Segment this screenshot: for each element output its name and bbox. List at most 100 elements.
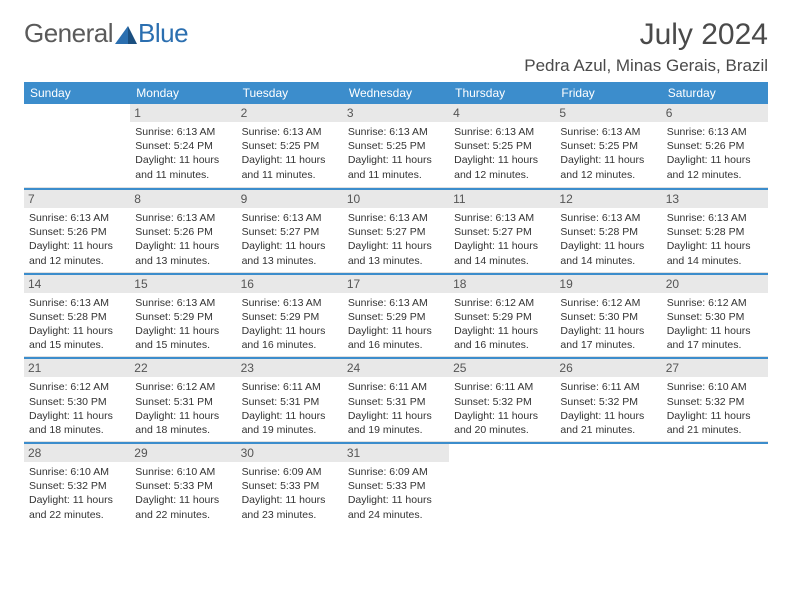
logo-text-blue: Blue bbox=[138, 18, 188, 49]
logo: General Blue bbox=[24, 18, 188, 49]
calendar-day-cell: 27 Sunrise: 6:10 AMSunset: 5:32 PMDayligh… bbox=[662, 357, 768, 442]
daylight-text: Daylight: 11 hours and 13 minutes. bbox=[348, 239, 444, 267]
day-info: Sunrise: 6:12 AMSunset: 5:30 PMDaylight:… bbox=[667, 296, 763, 353]
day-number: 18 bbox=[449, 275, 555, 293]
day-info: Sunrise: 6:13 AMSunset: 5:28 PMDaylight:… bbox=[560, 211, 656, 268]
calendar-day-cell: 20Sunrise: 6:12 AMSunset: 5:30 PMDayligh… bbox=[662, 273, 768, 358]
day-number: 23 bbox=[237, 359, 343, 377]
calendar-day-cell: 1Sunrise: 6:13 AMSunset: 5:24 PMDaylight… bbox=[130, 104, 236, 188]
sunrise-text: Sunrise: 6:11 AM bbox=[454, 380, 550, 394]
daylight-text: Daylight: 11 hours and 16 minutes. bbox=[242, 324, 338, 352]
sunset-text: Sunset: 5:28 PM bbox=[560, 225, 656, 239]
day-number: 27 bbox=[662, 359, 768, 377]
sunrise-text: Sunrise: 6:13 AM bbox=[454, 211, 550, 225]
day-number: 12 bbox=[555, 190, 661, 208]
daylight-text: Daylight: 11 hours and 22 minutes. bbox=[29, 493, 125, 521]
sunrise-text: Sunrise: 6:11 AM bbox=[348, 380, 444, 394]
day-info: Sunrise: 6:13 AMSunset: 5:27 PMDaylight:… bbox=[242, 211, 338, 268]
sunrise-text: Sunrise: 6:13 AM bbox=[348, 296, 444, 310]
daylight-text: Daylight: 11 hours and 20 minutes. bbox=[454, 409, 550, 437]
day-info: Sunrise: 6:13 AMSunset: 5:27 PMDaylight:… bbox=[454, 211, 550, 268]
sunrise-text: Sunrise: 6:13 AM bbox=[29, 211, 125, 225]
calendar-day-cell: 18Sunrise: 6:12 AMSunset: 5:29 PMDayligh… bbox=[449, 273, 555, 358]
day-info: Sunrise: 6:09 AMSunset: 5:33 PMDaylight:… bbox=[348, 465, 444, 522]
day-number: 9 bbox=[237, 190, 343, 208]
calendar-day-cell: 30Sunrise: 6:09 AMSunset: 5:33 PMDayligh… bbox=[237, 442, 343, 526]
day-info: Sunrise: 6:10 AMSunset: 5:33 PMDaylight:… bbox=[135, 465, 231, 522]
day-number: 25 bbox=[449, 359, 555, 377]
calendar-day-cell: 4 Sunrise: 6:13 AMSunset: 5:25 PMDaylight… bbox=[449, 104, 555, 188]
day-info: Sunrise: 6:13 AMSunset: 5:28 PMDaylight:… bbox=[667, 211, 763, 268]
daylight-text: Daylight: 11 hours and 15 minutes. bbox=[29, 324, 125, 352]
day-info: Sunrise: 6:11 AMSunset: 5:31 PMDaylight:… bbox=[348, 380, 444, 437]
sunrise-text: Sunrise: 6:12 AM bbox=[135, 380, 231, 394]
weekday-heading: Tuesday bbox=[237, 82, 343, 104]
sunset-text: Sunset: 5:25 PM bbox=[242, 139, 338, 153]
logo-text-general: General bbox=[24, 18, 113, 49]
daylight-text: Daylight: 11 hours and 17 minutes. bbox=[560, 324, 656, 352]
calendar-day-cell: 8Sunrise: 6:13 AMSunset: 5:26 PMDaylight… bbox=[130, 188, 236, 273]
day-info: Sunrise: 6:12 AMSunset: 5:30 PMDaylight:… bbox=[29, 380, 125, 437]
sunset-text: Sunset: 5:31 PM bbox=[242, 395, 338, 409]
calendar-day-cell: 26Sunrise: 6:11 AMSunset: 5:32 PMDayligh… bbox=[555, 357, 661, 442]
sunset-text: Sunset: 5:32 PM bbox=[29, 479, 125, 493]
sunset-text: Sunset: 5:33 PM bbox=[348, 479, 444, 493]
logo-triangle-icon bbox=[115, 20, 137, 51]
day-number: 3 bbox=[343, 104, 449, 122]
sunset-text: Sunset: 5:29 PM bbox=[242, 310, 338, 324]
calendar-day-cell bbox=[24, 104, 130, 188]
daylight-text: Daylight: 11 hours and 22 minutes. bbox=[135, 493, 231, 521]
day-number: 19 bbox=[555, 275, 661, 293]
calendar-day-cell: 5Sunrise: 6:13 AMSunset: 5:25 PMDaylight… bbox=[555, 104, 661, 188]
calendar-week-row: 14Sunrise: 6:13 AMSunset: 5:28 PMDayligh… bbox=[24, 273, 768, 358]
sunrise-text: Sunrise: 6:10 AM bbox=[29, 465, 125, 479]
weekday-heading: Sunday bbox=[24, 82, 130, 104]
day-info: Sunrise: 6:13 AMSunset: 5:29 PMDaylight:… bbox=[242, 296, 338, 353]
day-info: Sunrise: 6:13 AMSunset: 5:24 PMDaylight:… bbox=[135, 125, 231, 182]
day-info: Sunrise: 6:11 AMSunset: 5:31 PMDaylight:… bbox=[242, 380, 338, 437]
weekday-heading: Saturday bbox=[662, 82, 768, 104]
calendar-day-cell bbox=[662, 442, 768, 526]
calendar-day-cell: 28Sunrise: 6:10 AMSunset: 5:32 PMDayligh… bbox=[24, 442, 130, 526]
day-number: 14 bbox=[24, 275, 130, 293]
daylight-text: Daylight: 11 hours and 11 minutes. bbox=[242, 153, 338, 181]
page-header: General Blue July 2024 Pedra Azul, Minas… bbox=[24, 18, 768, 76]
sunset-text: Sunset: 5:29 PM bbox=[135, 310, 231, 324]
calendar-day-cell: 23 Sunrise: 6:11 AMSunset: 5:31 PMDayligh… bbox=[237, 357, 343, 442]
day-number: 31 bbox=[343, 444, 449, 462]
day-number: 4 bbox=[449, 104, 555, 122]
day-info: Sunrise: 6:13 AMSunset: 5:26 PMDaylight:… bbox=[667, 125, 763, 182]
calendar-day-cell: 25Sunrise: 6:11 AMSunset: 5:32 PMDayligh… bbox=[449, 357, 555, 442]
daylight-text: Daylight: 11 hours and 21 minutes. bbox=[667, 409, 763, 437]
calendar-day-cell: 12 Sunrise: 6:13 AMSunset: 5:28 PMDayligh… bbox=[555, 188, 661, 273]
day-info: Sunrise: 6:13 AMSunset: 5:25 PMDaylight:… bbox=[454, 125, 550, 182]
day-info: Sunrise: 6:13 AMSunset: 5:25 PMDaylight:… bbox=[242, 125, 338, 182]
location-subtitle: Pedra Azul, Minas Gerais, Brazil bbox=[524, 56, 768, 76]
sunset-text: Sunset: 5:31 PM bbox=[135, 395, 231, 409]
day-info: Sunrise: 6:10 AMSunset: 5:32 PMDaylight:… bbox=[667, 380, 763, 437]
daylight-text: Daylight: 11 hours and 19 minutes. bbox=[242, 409, 338, 437]
sunset-text: Sunset: 5:27 PM bbox=[242, 225, 338, 239]
calendar-day-cell: 21 Sunrise: 6:12 AMSunset: 5:30 PMDayligh… bbox=[24, 357, 130, 442]
day-number: 16 bbox=[237, 275, 343, 293]
sunrise-text: Sunrise: 6:12 AM bbox=[560, 296, 656, 310]
day-info: Sunrise: 6:13 AMSunset: 5:25 PMDaylight:… bbox=[348, 125, 444, 182]
daylight-text: Daylight: 11 hours and 11 minutes. bbox=[348, 153, 444, 181]
daylight-text: Daylight: 11 hours and 12 minutes. bbox=[29, 239, 125, 267]
weekday-heading: Thursday bbox=[449, 82, 555, 104]
sunrise-text: Sunrise: 6:09 AM bbox=[242, 465, 338, 479]
sunset-text: Sunset: 5:25 PM bbox=[454, 139, 550, 153]
day-info: Sunrise: 6:12 AMSunset: 5:31 PMDaylight:… bbox=[135, 380, 231, 437]
sunset-text: Sunset: 5:27 PM bbox=[454, 225, 550, 239]
calendar-day-cell: 7Sunrise: 6:13 AMSunset: 5:26 PMDaylight… bbox=[24, 188, 130, 273]
day-number: 21 bbox=[24, 359, 130, 377]
day-number: 11 bbox=[449, 190, 555, 208]
day-number: 26 bbox=[555, 359, 661, 377]
sunrise-text: Sunrise: 6:13 AM bbox=[242, 211, 338, 225]
weekday-heading: Friday bbox=[555, 82, 661, 104]
daylight-text: Daylight: 11 hours and 12 minutes. bbox=[454, 153, 550, 181]
calendar-weekday-header: Sunday Monday Tuesday Wednesday Thursday… bbox=[24, 82, 768, 104]
day-info: Sunrise: 6:09 AMSunset: 5:33 PMDaylight:… bbox=[242, 465, 338, 522]
daylight-text: Daylight: 11 hours and 13 minutes. bbox=[135, 239, 231, 267]
calendar-day-cell: 13Sunrise: 6:13 AMSunset: 5:28 PMDayligh… bbox=[662, 188, 768, 273]
